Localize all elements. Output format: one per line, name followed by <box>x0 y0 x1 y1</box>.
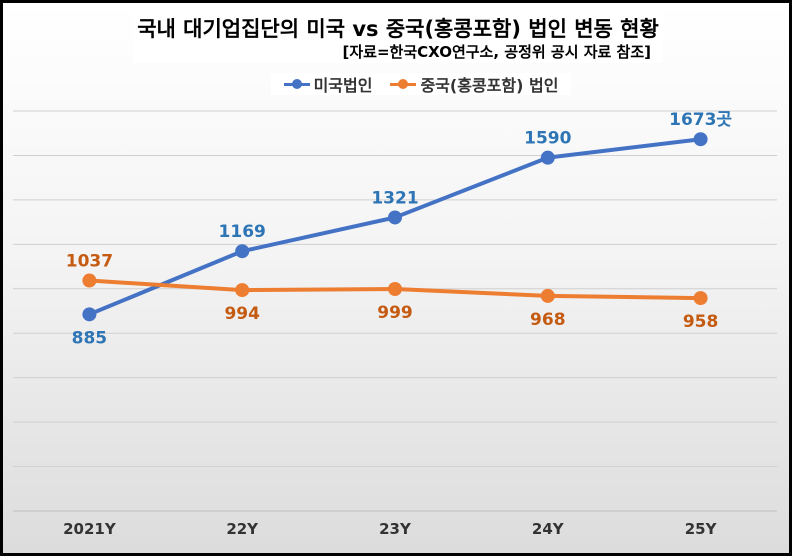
data-point-cn <box>235 283 250 298</box>
data-label-cn: 1037 <box>66 252 113 272</box>
data-label-us: 885 <box>72 328 108 348</box>
data-label-cn: 999 <box>377 303 413 323</box>
data-label-us: 1169 <box>219 222 266 242</box>
data-point-us <box>540 150 555 165</box>
data-point-cn <box>388 282 402 296</box>
legend-item-us: 미국법인 <box>283 72 373 96</box>
x-tick-label: 22Y <box>226 520 259 538</box>
legend-item-cn: 중국(홍콩포함) 법인 <box>390 72 558 96</box>
data-label-cn: 994 <box>224 304 260 324</box>
data-point-us <box>235 244 250 259</box>
x-tick-label: 25Y <box>685 520 718 538</box>
data-label-cn: 968 <box>530 310 566 330</box>
chart-title: 국내 대기업집단의 미국 vs 중국(홍콩포함) 법인 변동 현황 <box>137 17 659 41</box>
legend-swatch-cn <box>390 78 417 90</box>
legend-label-us: 미국법인 <box>313 76 373 95</box>
data-point-us <box>693 132 708 147</box>
data-label-cn: 958 <box>683 312 719 332</box>
title-box: 국내 대기업집단의 미국 vs 중국(홍콩포함) 법인 변동 현황 [자료=한국… <box>133 11 663 63</box>
data-label-us: 1321 <box>371 188 418 208</box>
data-point-cn <box>82 273 97 288</box>
x-tick-label: 23Y <box>379 520 412 538</box>
line-chart: 2021Y 22Y 23Y 24Y 25Y 885 1169 1321 1590 1673곳 103… <box>13 110 777 538</box>
data-point-cn <box>693 291 708 306</box>
data-point-cn <box>540 288 555 303</box>
data-point-us <box>82 307 97 322</box>
legend-label-cn: 중국(홍콩포함) 법인 <box>420 76 559 95</box>
source-note: [자료=한국CXO연구소, 공정위 공시 자료 참조] <box>342 43 651 61</box>
data-label-us: 1673곳 <box>669 110 732 130</box>
legend: 미국법인 중국(홍콩포함) 법인 <box>271 73 571 95</box>
legend-swatch-us <box>283 78 310 90</box>
x-tick-label: 24Y <box>532 520 565 538</box>
data-point-us <box>388 210 402 225</box>
x-tick-label: 2021Y <box>63 520 117 538</box>
data-label-us: 1590 <box>524 129 571 149</box>
